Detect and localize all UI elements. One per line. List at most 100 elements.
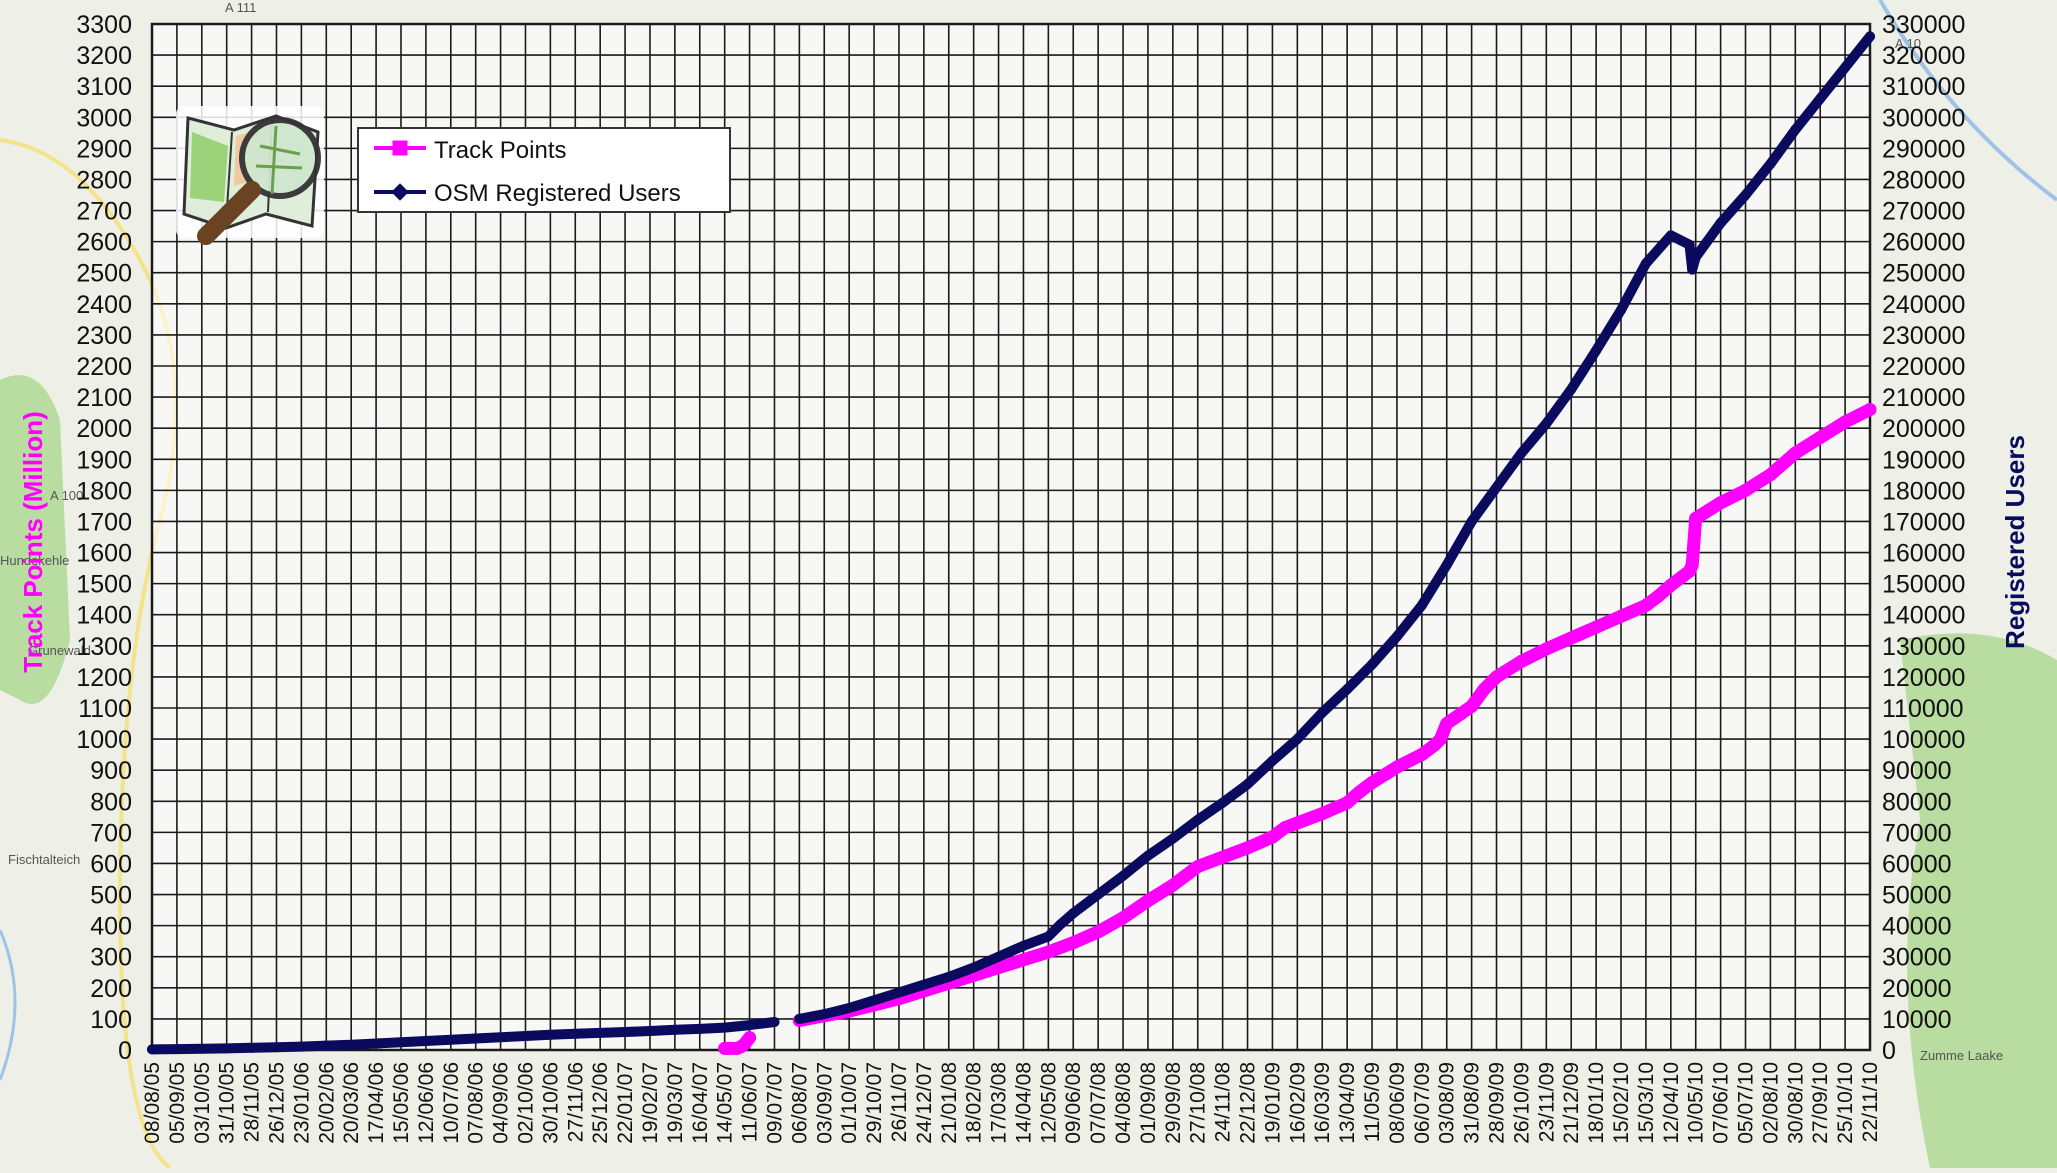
x-tick-label: 07/07/08 <box>1087 1062 1110 1144</box>
registered-users-point <box>470 1033 481 1044</box>
registered-users-point <box>595 1027 606 1038</box>
track-points-point <box>1664 578 1678 592</box>
registered-users-point <box>1765 158 1776 169</box>
registered-users-point <box>1068 908 1079 919</box>
registered-users-point <box>296 1041 307 1052</box>
x-tick-label: 04/08/08 <box>1112 1062 1135 1144</box>
registered-users-point <box>545 1029 556 1040</box>
registered-users-point <box>1093 889 1104 900</box>
registered-users-point <box>1192 814 1203 825</box>
left-tick-label: 1100 <box>78 695 132 723</box>
registered-users-point <box>445 1034 456 1045</box>
x-tick-label: 15/02/10 <box>1610 1062 1633 1144</box>
registered-users-point <box>1566 384 1577 395</box>
x-tick-label: 27/09/10 <box>1809 1062 1832 1144</box>
track-points-point <box>1066 936 1080 950</box>
left-tick-label: 2000 <box>76 415 132 443</box>
x-tick-label: 19/01/09 <box>1261 1062 1284 1144</box>
left-tick-label: 1900 <box>76 446 132 474</box>
registered-users-point <box>1416 600 1427 611</box>
registered-users-point <box>346 1039 357 1050</box>
right-tick-label: 270000 <box>1882 198 1965 226</box>
legend-label-registered-users: OSM Registered Users <box>434 180 681 207</box>
right-tick-label: 160000 <box>1882 540 1965 568</box>
track-points-point <box>743 1031 757 1045</box>
registered-users-point <box>1217 797 1228 808</box>
track-points-point <box>1434 732 1447 746</box>
registered-users-point <box>1491 482 1502 493</box>
x-tick-label: 12/05/08 <box>1037 1062 1060 1144</box>
x-tick-label: 10/05/10 <box>1685 1062 1708 1144</box>
track-points-point <box>1465 699 1479 713</box>
legend-users-diamond-icon <box>391 183 409 201</box>
right-tick-label: 20000 <box>1882 975 1952 1003</box>
registered-users-point <box>196 1043 207 1054</box>
track-points-point <box>1477 682 1491 696</box>
left-tick-label: 1200 <box>76 664 132 692</box>
map-label: A 10 <box>1895 36 1921 51</box>
map-label: Fischtalteich <box>8 852 80 867</box>
registered-users-point <box>1616 305 1627 316</box>
registered-users-point <box>794 1013 805 1024</box>
x-tick-label: 23/11/09 <box>1535 1062 1558 1142</box>
track-points-point <box>1265 830 1279 844</box>
registered-users-point <box>147 1044 157 1055</box>
registered-users-point <box>1790 124 1801 135</box>
registered-users-point <box>1665 230 1676 241</box>
track-points-point <box>1241 841 1255 855</box>
registered-users-point <box>1687 264 1698 275</box>
x-tick-label: 07/08/06 <box>465 1062 488 1144</box>
right-tick-label: 210000 <box>1882 384 1965 412</box>
registered-users-point <box>1055 919 1066 930</box>
right-tick-label: 60000 <box>1882 850 1952 878</box>
left-tick-label: 2900 <box>76 135 132 163</box>
right-tick-label: 240000 <box>1882 291 1965 319</box>
x-tick-label: 17/04/06 <box>365 1062 388 1144</box>
left-tick-label: 2600 <box>76 229 132 257</box>
registered-users-point <box>321 1040 332 1051</box>
x-tick-label: 22/11/10 <box>1859 1062 1882 1142</box>
legend-box <box>357 127 731 213</box>
x-tick-label: 25/10/10 <box>1834 1062 1857 1144</box>
track-points-point <box>1116 911 1130 925</box>
right-tick-label: 130000 <box>1882 633 1965 661</box>
right-tick-label: 320000 <box>1882 42 1965 70</box>
x-tick-label: 16/04/07 <box>689 1062 712 1144</box>
x-tick-label: 02/10/06 <box>514 1062 537 1144</box>
x-tick-label: 29/10/07 <box>863 1062 886 1144</box>
track-points-point <box>1278 821 1292 835</box>
map-label: Zumme Laake <box>1920 1048 2003 1063</box>
x-tick-label: 16/03/09 <box>1311 1062 1334 1144</box>
x-tick-label: 27/11/06 <box>564 1062 587 1142</box>
x-tick-label: 11/06/07 <box>739 1062 762 1142</box>
x-tick-label: 09/07/07 <box>763 1062 786 1144</box>
registered-users-point <box>1640 258 1651 269</box>
left-tick-label: 200 <box>90 975 132 1003</box>
right-tick-label: 250000 <box>1882 260 1965 288</box>
registered-users-point <box>1043 931 1054 942</box>
registered-users-point <box>1516 448 1527 459</box>
x-tick-label: 02/08/10 <box>1759 1062 1782 1144</box>
track-points-point <box>1564 631 1578 645</box>
x-tick-label: 15/05/06 <box>390 1062 413 1144</box>
left-tick-label: 600 <box>90 850 132 878</box>
registered-users-point <box>1391 631 1402 642</box>
left-tick-label: 2100 <box>76 384 132 412</box>
x-tick-label: 29/09/08 <box>1162 1062 1185 1144</box>
track-points-point <box>1216 850 1230 864</box>
registered-users-point <box>1142 850 1153 861</box>
map-label: A 100 <box>50 488 83 503</box>
x-tick-label: 15/03/10 <box>1635 1062 1658 1144</box>
track-points-point <box>1514 654 1528 668</box>
registered-users-point <box>1018 940 1029 951</box>
left-tick-label: 1600 <box>76 540 132 568</box>
x-tick-label: 10/07/06 <box>440 1062 463 1144</box>
right-tick-label: 220000 <box>1882 353 1965 381</box>
x-tick-label: 24/11/08 <box>1212 1062 1235 1142</box>
x-tick-label: 13/04/09 <box>1336 1062 1359 1144</box>
track-points-point <box>1863 403 1877 417</box>
registered-users-point <box>620 1026 631 1037</box>
x-tick-label: 01/10/07 <box>838 1062 861 1144</box>
x-tick-label: 08/06/09 <box>1386 1062 1409 1144</box>
